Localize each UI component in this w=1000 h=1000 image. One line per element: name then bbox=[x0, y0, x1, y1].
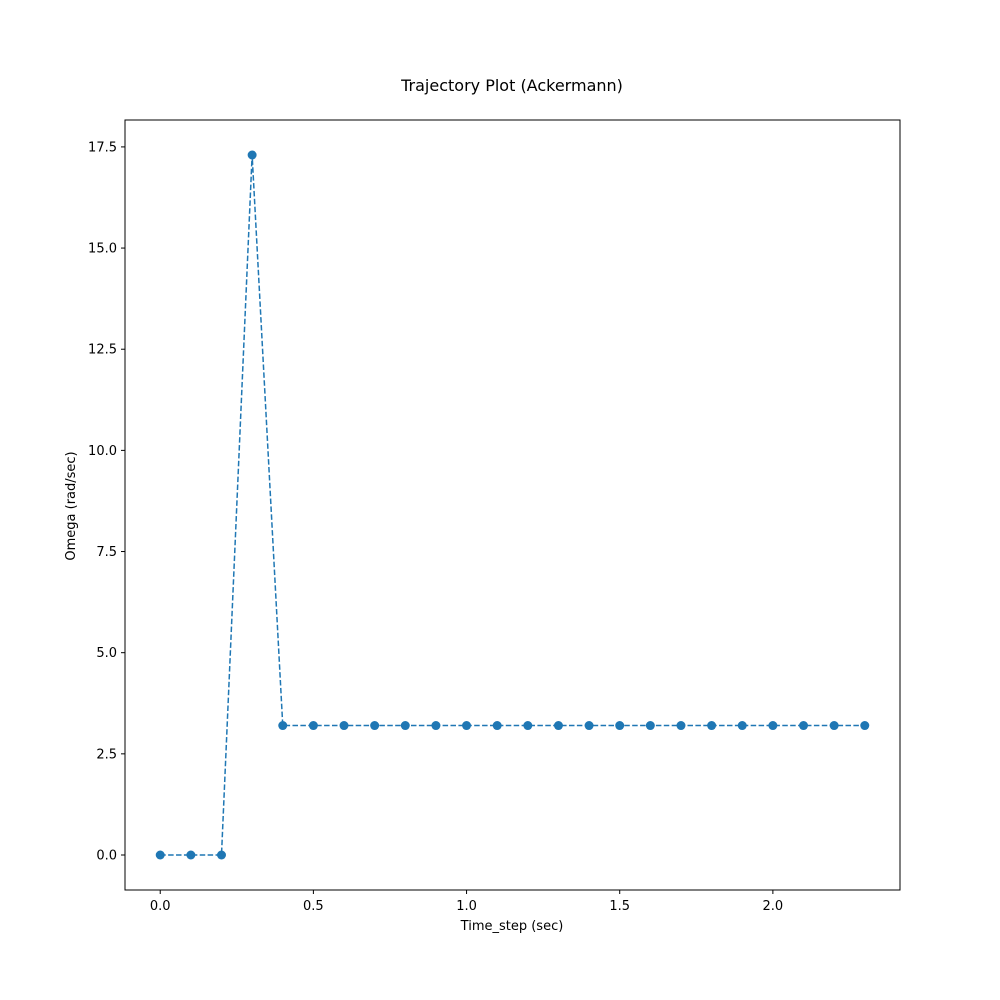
y-tick-label: 15.0 bbox=[88, 242, 117, 257]
y-tick-label: 10.0 bbox=[88, 444, 117, 459]
y-tick-label: 7.5 bbox=[96, 545, 117, 560]
data-point bbox=[216, 850, 226, 860]
data-point bbox=[462, 721, 472, 731]
data-point bbox=[676, 721, 686, 731]
x-tick-label: 0.0 bbox=[150, 899, 171, 914]
x-tick-label: 0.5 bbox=[303, 899, 324, 914]
data-point bbox=[553, 721, 563, 731]
chart-title: Trajectory Plot (Ackermann) bbox=[400, 76, 623, 95]
y-tick-label: 5.0 bbox=[96, 646, 117, 661]
plot-area: 0.0 0.5 1.0 1.5 2.0 0.0 2.5 5.0 7.5 10.0 12.5 15.0 1… bbox=[88, 119, 901, 914]
data-point bbox=[645, 721, 655, 731]
x-tick-label: 1.5 bbox=[609, 899, 630, 914]
data-point bbox=[431, 721, 441, 731]
data-point bbox=[308, 721, 318, 731]
data-point bbox=[186, 850, 196, 860]
data-point bbox=[247, 150, 257, 160]
data-point bbox=[860, 721, 870, 731]
y-tick-label: 0.0 bbox=[96, 849, 117, 864]
data-point bbox=[737, 721, 747, 731]
y-axis-label: Omega (rad/sec) bbox=[64, 451, 79, 560]
data-point bbox=[155, 850, 165, 860]
data-point bbox=[523, 721, 533, 731]
data-point bbox=[492, 721, 502, 731]
x-axis-label: Time_step (sec) bbox=[460, 919, 564, 934]
data-point bbox=[339, 721, 349, 731]
series-line bbox=[160, 154, 865, 856]
y-tick-label: 12.5 bbox=[88, 343, 117, 358]
data-point bbox=[278, 721, 288, 731]
data-point bbox=[584, 721, 594, 731]
data-point bbox=[707, 721, 717, 731]
data-point bbox=[799, 721, 809, 731]
data-point bbox=[400, 721, 410, 731]
data-point bbox=[370, 721, 380, 731]
y-tick-label: 17.5 bbox=[88, 140, 117, 155]
x-tick-label: 1.0 bbox=[456, 899, 477, 914]
y-tick-label: 2.5 bbox=[96, 747, 117, 762]
plot-frame bbox=[124, 119, 901, 891]
data-point bbox=[768, 721, 778, 731]
data-point bbox=[615, 721, 625, 731]
data-point bbox=[829, 721, 839, 731]
x-tick-label: 2.0 bbox=[763, 899, 784, 914]
